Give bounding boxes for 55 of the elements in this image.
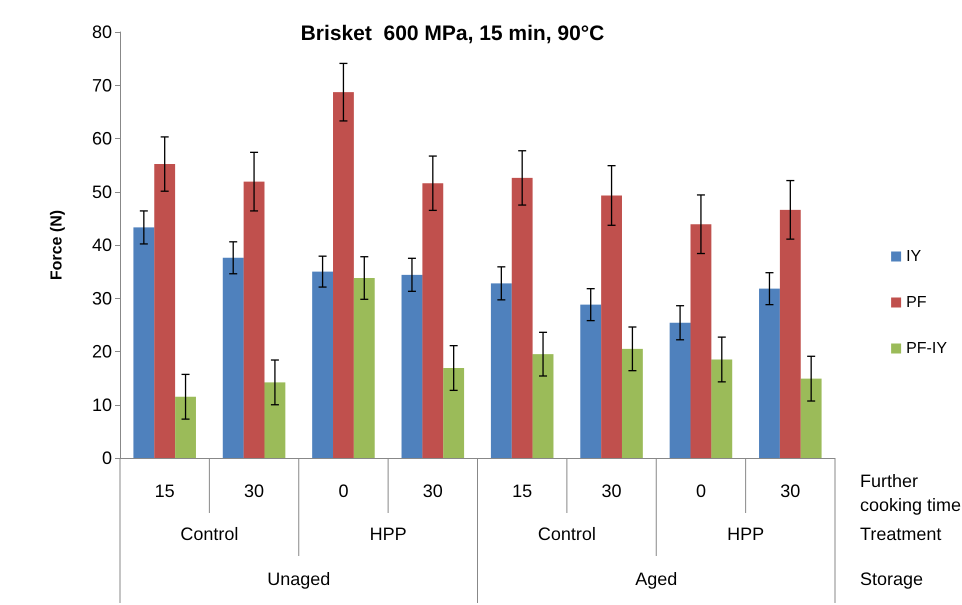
- text: HPP: [370, 524, 407, 544]
- x-axis-title: Further cooking time: [860, 471, 962, 515]
- bar: [443, 368, 464, 458]
- bar: [690, 224, 712, 458]
- x-tick-label: 15: [512, 481, 532, 501]
- bar: [244, 182, 264, 458]
- bar: [402, 274, 422, 458]
- bar: [780, 210, 801, 458]
- legend-label: IY: [906, 248, 922, 265]
- x-tick-label: 0: [338, 481, 348, 501]
- bar: [490, 283, 512, 458]
- text: HPP: [727, 524, 764, 544]
- x-tick-label: 30: [602, 481, 622, 501]
- chart-title: Brisket 600 MPa, 15 min, 90°C: [300, 22, 604, 45]
- text: Control: [538, 524, 596, 544]
- bar: [175, 396, 196, 458]
- x-tick-label: 0: [696, 481, 706, 501]
- x-tick-label: 30: [244, 481, 264, 501]
- y-tick-label: 60: [92, 128, 112, 148]
- bar: [312, 272, 334, 458]
- bar: [264, 382, 286, 458]
- x-tick-label: 15: [154, 481, 175, 501]
- text: Unaged: [267, 569, 330, 589]
- bar: [759, 288, 780, 458]
- text: Aged: [635, 569, 678, 589]
- text: Treatment: [860, 524, 942, 544]
- y-tick-label: 40: [92, 235, 112, 255]
- y-tick-label: 70: [92, 75, 112, 96]
- bar: [532, 354, 554, 458]
- bar: [354, 278, 375, 458]
- bar: [133, 227, 154, 458]
- text: Control: [180, 524, 238, 544]
- bar: [580, 304, 602, 458]
- bar: [622, 348, 643, 458]
- legend-label: PF: [906, 294, 927, 311]
- bar: [512, 178, 533, 458]
- y-tick-label: 80: [92, 22, 112, 42]
- legend-label: PF-IY: [906, 340, 948, 357]
- bar: [222, 258, 244, 458]
- y-axis-title: Force (N): [48, 210, 66, 280]
- bar: [800, 378, 822, 458]
- bar: [711, 359, 732, 458]
- bar: [601, 195, 622, 458]
- text: Storage: [860, 569, 924, 589]
- bar: [154, 164, 176, 458]
- y-tick-label: 0: [102, 448, 112, 468]
- bar: [670, 322, 691, 458]
- y-tick-label: 50: [92, 182, 112, 202]
- x-tick-label: 30: [780, 481, 800, 501]
- x-tick-label: 30: [422, 481, 443, 501]
- bar: [422, 183, 444, 458]
- y-tick-label: 10: [92, 394, 112, 415]
- bar: [333, 92, 354, 458]
- y-tick-label: 30: [92, 288, 112, 308]
- y-tick-label: 20: [92, 342, 112, 362]
